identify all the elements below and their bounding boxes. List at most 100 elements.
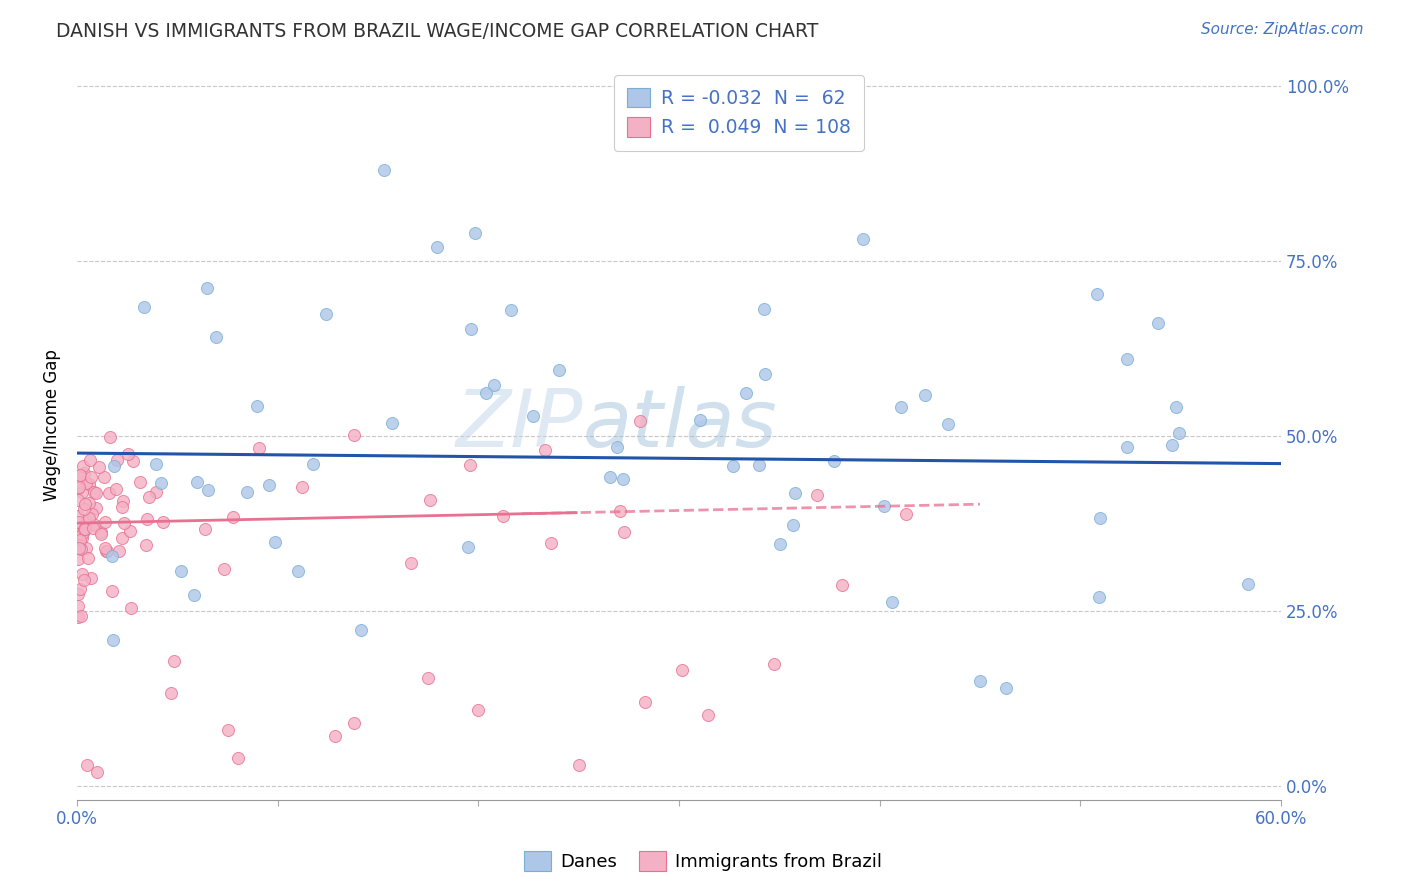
Point xyxy=(522,409,544,424)
Point xyxy=(226,750,249,764)
Point xyxy=(87,459,110,474)
Point xyxy=(98,486,121,500)
Point xyxy=(762,657,785,672)
Point xyxy=(112,516,135,530)
Point xyxy=(145,485,167,500)
Point xyxy=(259,478,281,492)
Point xyxy=(135,538,157,552)
Point xyxy=(612,472,634,486)
Point xyxy=(94,541,117,555)
Point xyxy=(79,452,101,467)
Point xyxy=(67,533,90,548)
Point xyxy=(159,686,181,700)
Point xyxy=(80,572,103,586)
Point xyxy=(76,514,98,528)
Point xyxy=(101,633,124,648)
Point xyxy=(77,477,100,491)
Text: DANISH VS IMMIGRANTS FROM BRAZIL WAGE/INCOME GAP CORRELATION CHART: DANISH VS IMMIGRANTS FROM BRAZIL WAGE/IN… xyxy=(56,22,818,41)
Point xyxy=(73,522,96,536)
Point xyxy=(236,485,259,500)
Point xyxy=(67,508,90,523)
Point xyxy=(108,544,131,558)
Point xyxy=(373,162,395,177)
Point xyxy=(381,417,404,431)
Point xyxy=(606,440,628,454)
Point xyxy=(969,673,991,688)
Point xyxy=(735,385,758,400)
Point xyxy=(769,537,792,551)
Legend: R = -0.032  N =  62, R =  0.049  N = 108: R = -0.032 N = 62, R = 0.049 N = 108 xyxy=(614,75,865,151)
Point xyxy=(1115,440,1137,454)
Point xyxy=(69,541,91,556)
Point xyxy=(67,526,90,541)
Point xyxy=(72,566,94,581)
Point xyxy=(67,587,90,601)
Point xyxy=(73,502,96,516)
Point xyxy=(914,388,936,402)
Point xyxy=(94,543,117,558)
Point xyxy=(291,480,314,494)
Text: ZIP: ZIP xyxy=(456,386,582,464)
Point xyxy=(138,490,160,504)
Point xyxy=(721,459,744,474)
Point xyxy=(1088,511,1111,525)
Point xyxy=(419,492,441,507)
Point xyxy=(67,541,90,555)
Point xyxy=(72,484,94,499)
Point xyxy=(212,562,235,576)
Point xyxy=(93,469,115,483)
Point xyxy=(82,507,104,521)
Point xyxy=(633,695,655,709)
Point xyxy=(86,764,108,779)
Point xyxy=(76,551,98,566)
Point xyxy=(492,508,515,523)
Point xyxy=(84,500,107,515)
Point xyxy=(117,447,139,461)
Point xyxy=(73,574,96,588)
Point xyxy=(67,552,90,566)
Point xyxy=(752,302,775,317)
Point xyxy=(75,476,97,491)
Point xyxy=(197,483,219,498)
Point xyxy=(90,525,112,540)
Point xyxy=(1087,590,1109,604)
Point xyxy=(1237,577,1260,591)
Point xyxy=(194,522,217,536)
Point xyxy=(69,468,91,483)
Point xyxy=(82,521,104,535)
Point xyxy=(101,584,124,599)
Point xyxy=(1085,286,1108,301)
Point xyxy=(90,526,112,541)
Point xyxy=(103,459,125,474)
Legend: Danes, Immigrants from Brazil: Danes, Immigrants from Brazil xyxy=(517,844,889,879)
Point xyxy=(671,664,693,678)
Point xyxy=(69,533,91,547)
Point xyxy=(1160,438,1182,452)
Point xyxy=(67,481,90,495)
Point xyxy=(70,531,93,545)
Point xyxy=(75,498,97,512)
Point xyxy=(464,226,486,240)
Point xyxy=(852,231,875,245)
Point xyxy=(401,556,423,570)
Point xyxy=(69,582,91,596)
Point xyxy=(482,377,505,392)
Point xyxy=(1164,401,1187,415)
Point xyxy=(120,601,142,615)
Point xyxy=(426,240,449,254)
Point xyxy=(94,515,117,529)
Point xyxy=(128,475,150,489)
Point xyxy=(122,454,145,468)
Point xyxy=(416,672,439,686)
Point xyxy=(197,281,219,295)
Point xyxy=(75,541,97,556)
Point xyxy=(458,458,481,472)
Point xyxy=(890,400,912,414)
Point xyxy=(67,609,90,624)
Point xyxy=(170,564,193,578)
Point xyxy=(785,486,807,500)
Point xyxy=(152,515,174,529)
Point xyxy=(696,707,718,722)
Point xyxy=(547,362,569,376)
Point xyxy=(880,594,903,608)
